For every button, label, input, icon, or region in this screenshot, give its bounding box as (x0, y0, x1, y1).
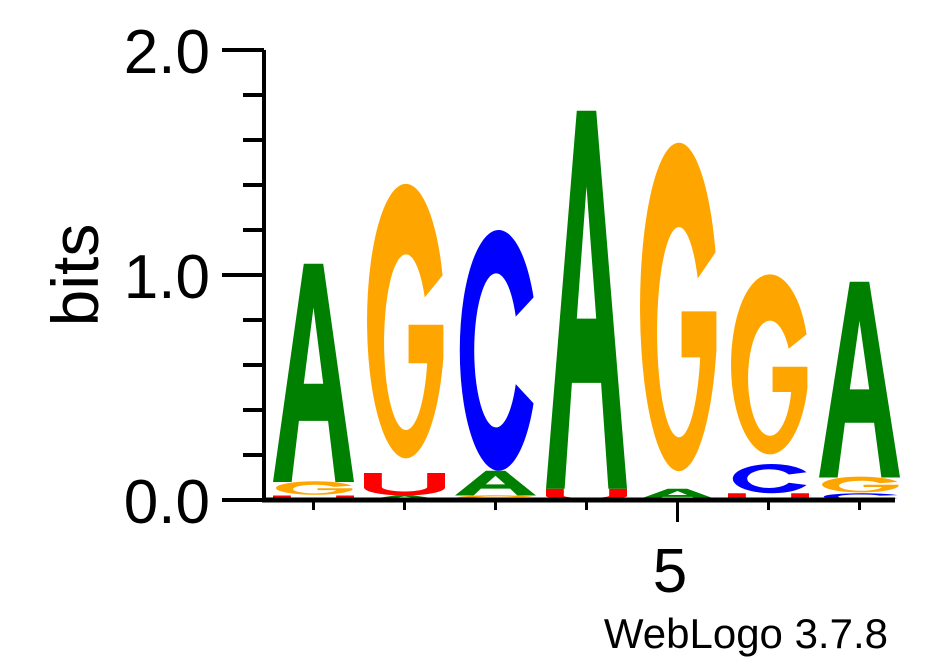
logo-letter-stacks (273, 110, 900, 500)
chart-axes (222, 48, 895, 522)
logo-letter-g-pos1 (276, 481, 353, 495)
logo-letter-c-pos3 (459, 230, 534, 471)
logo-letter-g-pos6 (731, 274, 808, 455)
logo-letter-g-pos7 (822, 476, 899, 493)
logo-letter-g-pos2 (367, 183, 444, 459)
logo-letter-c-pos6 (732, 464, 807, 494)
y-axis-label: bits (38, 224, 112, 327)
logo-letter-a-pos3 (455, 470, 536, 496)
logo-letter-u-pos4 (546, 488, 627, 500)
x-tick-label-5: 5 (653, 537, 687, 606)
y-tick-label-1: 1.0 (124, 243, 210, 312)
y-tick-label-2: 2.0 (124, 18, 210, 87)
y-tick-label-0: 0.0 (124, 468, 210, 537)
weblogo-credit: WebLogo 3.7.8 (604, 610, 888, 657)
logo-letter-a-pos1 (273, 263, 354, 482)
logo-letter-a-pos7 (819, 281, 900, 478)
logo-letter-a-pos5 (637, 488, 718, 500)
logo-letter-g-pos5 (640, 142, 717, 472)
logo-letter-u-pos2 (364, 473, 445, 496)
logo-letter-a-pos4 (546, 110, 627, 489)
